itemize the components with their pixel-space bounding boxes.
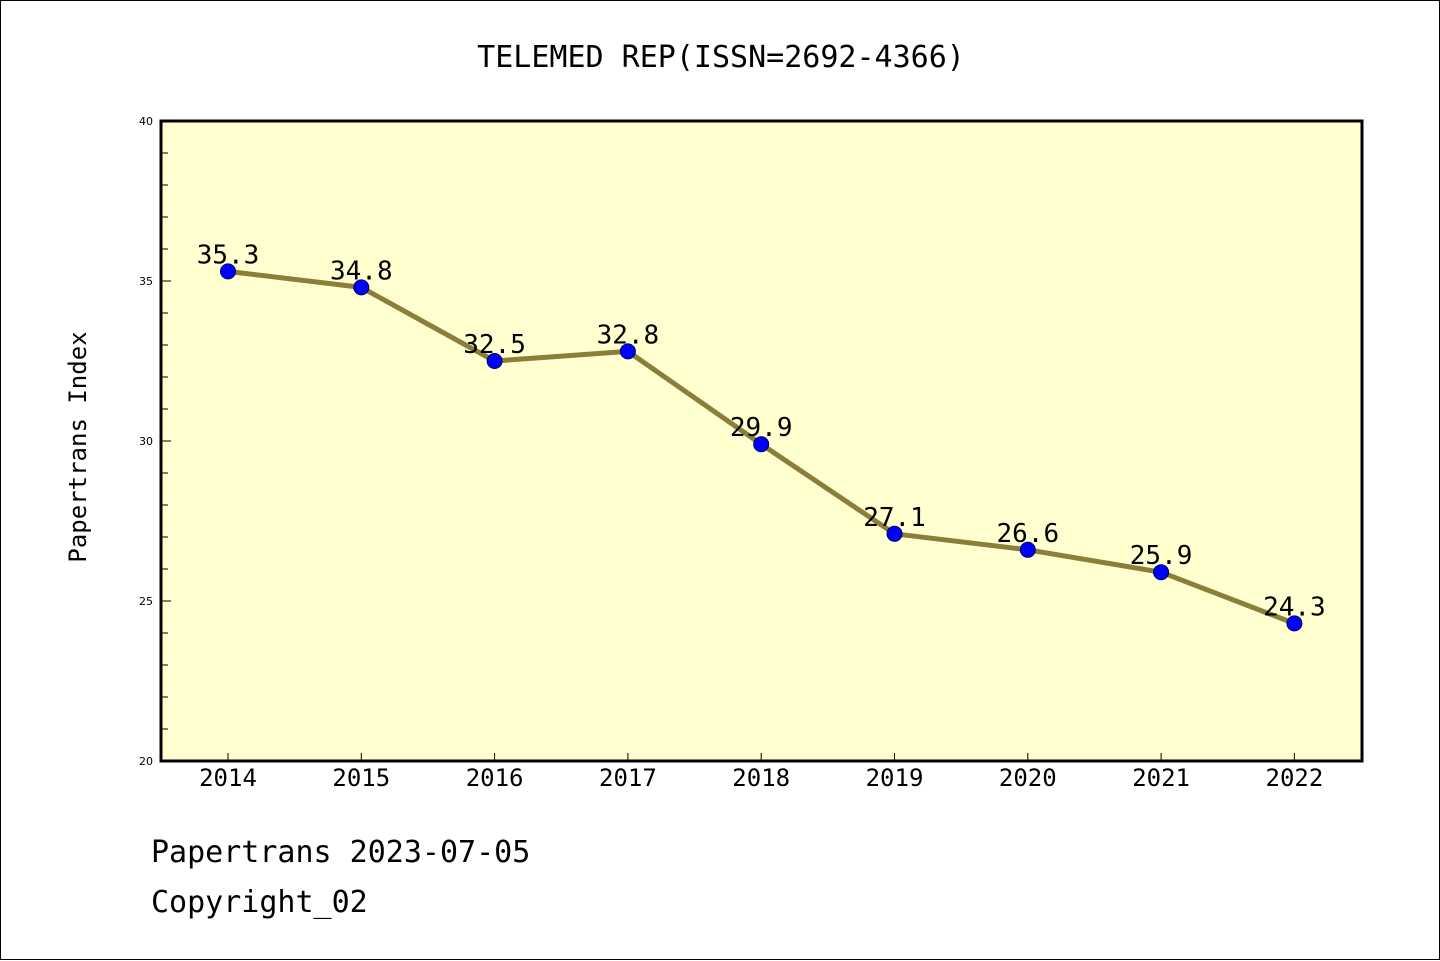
- series-markers: [220, 263, 1303, 632]
- data-label: 35.3: [197, 240, 260, 270]
- data-point: [220, 263, 236, 280]
- data-point: [886, 525, 903, 542]
- y-tick-label: 25: [139, 595, 153, 608]
- x-tick-label: 2019: [866, 764, 924, 792]
- data-label: 32.5: [463, 330, 526, 360]
- data-labels: 35.3 34.8 32.5 32.8 29.9 27.1 26.6 25.9 24.3: [197, 240, 1326, 622]
- x-tick-label: 2015: [332, 764, 390, 792]
- y-tick-label: 35: [139, 275, 153, 288]
- y-tick-label: 20: [139, 755, 153, 768]
- x-tick-label: 2017: [599, 764, 657, 792]
- x-axis: 2014 2015 2016 2017 2018 2019 2020 2021 2022: [199, 753, 1323, 792]
- data-label: 25.9: [1130, 541, 1193, 571]
- chart-title: TELEMED REP(ISSN=2692-4366): [477, 40, 965, 75]
- data-point: [486, 353, 503, 369]
- data-label: 29.9: [730, 413, 793, 443]
- data-point: [1153, 564, 1170, 581]
- data-label: 27.1: [863, 503, 926, 533]
- y-tick-label: 40: [139, 115, 153, 128]
- data-label: 26.6: [996, 519, 1059, 549]
- x-tick-label: 2018: [732, 764, 790, 792]
- footer-date: Papertrans 2023-07-05: [151, 835, 531, 870]
- data-point: [619, 343, 636, 360]
- y-axis: 20 25 30 35 40: [139, 115, 171, 768]
- y-axis-label: Papertrans Index: [64, 331, 92, 562]
- data-label: 32.8: [597, 320, 660, 350]
- footer-copyright: Copyright_02: [151, 885, 368, 920]
- y-tick-label: 30: [139, 435, 153, 448]
- x-tick-label: 2021: [1132, 764, 1190, 792]
- data-label: 34.8: [330, 256, 393, 286]
- data-point: [753, 436, 770, 453]
- data-point: [1286, 615, 1303, 632]
- data-point: [1019, 541, 1036, 558]
- data-label: 24.3: [1263, 592, 1326, 622]
- x-tick-label: 2016: [466, 764, 524, 792]
- x-tick-label: 2014: [199, 764, 257, 792]
- data-point: [353, 279, 370, 296]
- x-tick-label: 2022: [1266, 764, 1324, 792]
- x-tick-label: 2020: [999, 764, 1057, 792]
